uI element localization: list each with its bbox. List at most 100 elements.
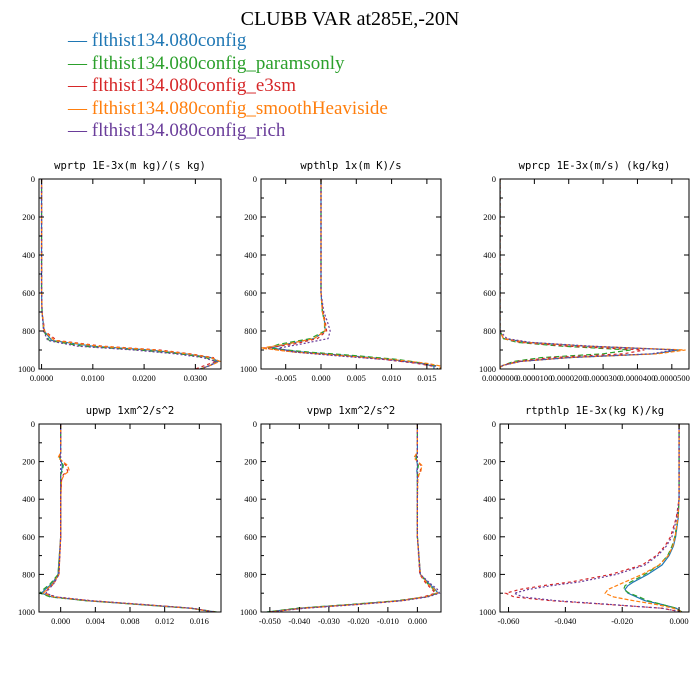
- legend-item: — flthist134.080config_smoothHeaviside: [68, 98, 388, 121]
- chart-panel: wprtp 1E-3x(m kg)/(s kg) 0 200 400 600 800 100…: [18, 160, 222, 383]
- legend-item: — flthist134.080config_e3sm: [68, 75, 388, 98]
- legend: — flthist134.080config — flthist134.080c…: [68, 30, 388, 143]
- y-tick-label: 1000: [18, 364, 35, 374]
- figure-title: CLUBB VAR at285E,-20N: [240, 8, 460, 30]
- series-line: [40, 179, 218, 369]
- legend-label: flthist134.080config_smoothHeaviside: [91, 97, 388, 119]
- x-tick-label: -0.010: [377, 616, 399, 626]
- series-line: [500, 179, 679, 369]
- x-tick-label: 0.005: [347, 373, 366, 383]
- plot-frame: [499, 178, 690, 370]
- y-tick-label: 0: [492, 174, 496, 184]
- series-line: [266, 424, 440, 612]
- x-tick-label: 0.000: [311, 373, 330, 383]
- x-tick-label: 0.0300: [184, 373, 207, 383]
- legend-item: — flthist134.080config_paramsonly: [68, 53, 388, 76]
- legend-label: flthist134.080config_rich: [91, 120, 286, 141]
- y-tick-label: 600: [22, 532, 35, 542]
- y-tick-label: 400: [244, 250, 257, 260]
- x-tick-label: -0.060: [498, 616, 520, 626]
- y-tick-label: 800: [22, 569, 35, 579]
- y-tick-label: 800: [483, 569, 496, 579]
- y-tick-label: 800: [244, 326, 257, 336]
- series-line: [266, 424, 438, 612]
- panel-title: wprcp 1E-3x(m/s) (kg/kg): [519, 160, 671, 172]
- series-line: [44, 424, 216, 612]
- x-tick-label: 0.0000200: [551, 373, 587, 383]
- x-tick-label: -0.040: [554, 616, 576, 626]
- series-line: [604, 424, 683, 612]
- y-tick-label: 1000: [240, 607, 257, 617]
- chart-panel: vpwp 1xm^2/s^2 0 200 400 600 800 1000-0.050 -0.…: [240, 405, 442, 626]
- series-line: [42, 424, 214, 612]
- series-line: [512, 424, 683, 612]
- y-tick-label: 0: [253, 174, 257, 184]
- x-tick-label: 0.0200: [132, 373, 155, 383]
- series-line: [261, 179, 441, 369]
- series-line: [271, 179, 435, 369]
- series-line: [40, 179, 220, 369]
- y-tick-label: 400: [483, 250, 496, 260]
- series-line: [278, 179, 438, 369]
- series-line: [500, 179, 676, 369]
- series-line: [624, 424, 683, 612]
- y-tick-label: 800: [483, 326, 496, 336]
- x-tick-label: 0.0000100: [516, 373, 552, 383]
- plot-frame: [499, 423, 690, 613]
- y-tick-label: 400: [483, 494, 496, 504]
- x-tick-label: 0.0000000: [482, 373, 518, 383]
- series-line: [622, 424, 683, 612]
- series-line: [40, 424, 216, 612]
- x-tick-label: 0.000: [51, 616, 70, 626]
- legend-dash: —: [68, 75, 92, 96]
- y-tick-label: 200: [244, 457, 257, 467]
- plot-frame: [38, 423, 222, 613]
- legend-dash: —: [68, 120, 92, 141]
- plot-frame: [260, 178, 442, 370]
- series-line: [44, 424, 215, 612]
- x-tick-label: 0.000: [669, 616, 688, 626]
- y-tick-label: 600: [483, 288, 496, 298]
- x-tick-label: 0.015: [417, 373, 436, 383]
- series-line: [40, 179, 217, 369]
- x-tick-label: 0.000: [408, 616, 427, 626]
- y-tick-label: 1000: [18, 607, 35, 617]
- y-tick-label: 400: [22, 494, 35, 504]
- y-tick-label: 0: [253, 419, 257, 429]
- y-tick-label: 0: [31, 419, 35, 429]
- legend-dash: —: [68, 30, 92, 51]
- y-tick-label: 200: [483, 212, 496, 222]
- x-tick-label: -0.020: [347, 616, 369, 626]
- y-tick-label: 200: [483, 457, 496, 467]
- x-tick-label: -0.030: [318, 616, 340, 626]
- series-line: [269, 424, 439, 612]
- series-line: [269, 424, 441, 612]
- x-tick-label: 0.0000: [30, 373, 53, 383]
- y-tick-label: 0: [31, 174, 35, 184]
- series-line: [40, 179, 218, 369]
- legend-label: flthist134.080config_e3sm: [91, 75, 296, 96]
- y-tick-label: 600: [22, 288, 35, 298]
- x-tick-label: -0.020: [611, 616, 633, 626]
- y-tick-label: 200: [244, 212, 257, 222]
- series-line: [503, 424, 683, 612]
- y-tick-label: 200: [22, 457, 35, 467]
- plot-frame: [260, 423, 442, 613]
- y-tick-label: 1000: [479, 607, 496, 617]
- y-tick-label: 1000: [479, 364, 496, 374]
- y-tick-label: 0: [492, 419, 496, 429]
- y-tick-label: 1000: [240, 364, 257, 374]
- x-tick-label: 0.004: [86, 616, 106, 626]
- plot-frame: [38, 178, 222, 370]
- x-tick-label: 0.0000500: [654, 373, 690, 383]
- x-tick-label: 0.016: [190, 616, 209, 626]
- series-line: [40, 179, 221, 369]
- x-tick-label: 0.0000300: [585, 373, 621, 383]
- x-tick-label: -0.050: [259, 616, 281, 626]
- y-tick-label: 600: [244, 532, 257, 542]
- panel-title: wprtp 1E-3x(m kg)/(s kg): [54, 160, 206, 172]
- series-line: [269, 424, 437, 612]
- x-tick-label: -0.005: [275, 373, 297, 383]
- legend-label: flthist134.080config: [91, 30, 247, 51]
